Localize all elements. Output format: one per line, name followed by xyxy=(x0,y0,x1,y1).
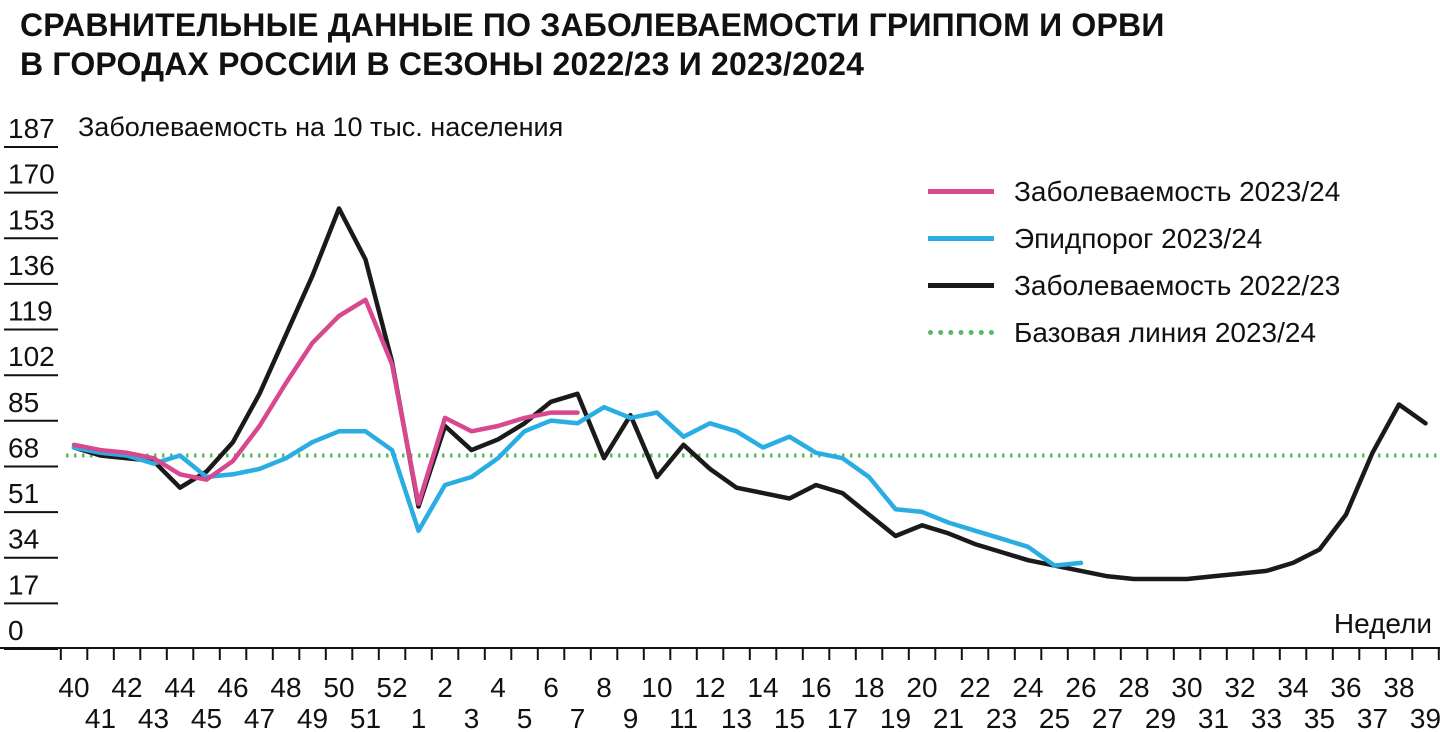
y-tick-label: 0 xyxy=(8,615,24,646)
x-week-label: 5 xyxy=(517,703,533,732)
y-tick-label: 153 xyxy=(8,204,55,235)
x-week-label: 17 xyxy=(827,703,858,732)
y-tick-label: 102 xyxy=(8,341,55,372)
x-week-label: 20 xyxy=(906,672,937,703)
legend-item-epidemic-threshold: Эпидпорог 2023/24 xyxy=(928,215,1340,262)
y-tick-label: 119 xyxy=(8,296,53,327)
x-week-label: 38 xyxy=(1383,672,1414,703)
x-week-label: 12 xyxy=(694,672,725,703)
y-tick-label: 187 xyxy=(8,113,55,144)
page-title: СРАВНИТЕЛЬНЫЕ ДАННЫЕ ПО ЗАБОЛЕВАЕМОСТИ Г… xyxy=(20,6,1165,84)
legend-item-incidence-2022-23: Заболеваемость 2022/23 xyxy=(928,262,1340,309)
y-tick-label: 170 xyxy=(8,159,55,190)
x-week-label: 29 xyxy=(1145,703,1176,732)
chart-legend: Заболеваемость 2023/24 Эпидпорог 2023/24… xyxy=(928,168,1340,356)
x-week-label: 51 xyxy=(350,703,381,732)
x-week-label: 50 xyxy=(323,672,354,703)
x-week-label: 22 xyxy=(959,672,990,703)
legend-swatch-black-line xyxy=(928,283,994,288)
x-week-label: 36 xyxy=(1330,672,1361,703)
x-week-label: 27 xyxy=(1092,703,1123,732)
legend-label: Эпидпорог 2023/24 xyxy=(1014,222,1263,254)
legend-label: Заболеваемость 2022/23 xyxy=(1014,269,1341,301)
x-week-label: 3 xyxy=(464,703,480,732)
legend-label: Базовая линия 2023/24 xyxy=(1014,316,1317,348)
series-line-1 xyxy=(71,297,580,507)
x-week-label: 34 xyxy=(1277,672,1308,703)
legend-label: Заболеваемость 2023/24 xyxy=(1014,175,1341,207)
x-week-label: 41 xyxy=(85,703,116,732)
x-week-label: 30 xyxy=(1171,672,1202,703)
x-week-label: 14 xyxy=(747,672,778,703)
x-week-label: 37 xyxy=(1357,703,1388,732)
series-line-2 xyxy=(71,404,1084,568)
y-tick-label: 68 xyxy=(8,433,39,464)
x-week-label: 16 xyxy=(800,672,831,703)
x-week-label: 26 xyxy=(1065,672,1096,703)
x-week-label: 7 xyxy=(570,703,586,732)
x-week-label: 46 xyxy=(217,672,248,703)
x-week-label: 28 xyxy=(1118,672,1149,703)
x-week-label: 1 xyxy=(411,703,427,732)
page-title-line1: СРАВНИТЕЛЬНЫЕ ДАННЫЕ ПО ЗАБОЛЕВАЕМОСТИ Г… xyxy=(20,7,1165,43)
legend-item-incidence-2023-24: Заболеваемость 2023/24 xyxy=(928,168,1340,215)
x-week-label: 8 xyxy=(596,672,612,703)
x-week-label: 42 xyxy=(111,672,142,703)
x-week-label: 2 xyxy=(437,672,453,703)
x-week-label: 45 xyxy=(191,703,222,732)
legend-swatch-cyan-line xyxy=(928,236,994,241)
x-week-label: 49 xyxy=(297,703,328,732)
x-week-label: 48 xyxy=(270,672,301,703)
series-line-3 xyxy=(71,206,1428,582)
y-tick-label: 136 xyxy=(8,250,55,281)
y-axis-title: Заболеваемость на 10 тыс. населения xyxy=(78,112,564,142)
page-title-line2: В ГОРОДАХ РОССИИ В СЕЗОНЫ 2022/23 И 2023… xyxy=(20,46,865,82)
x-week-label: 33 xyxy=(1251,703,1282,732)
x-week-label: 52 xyxy=(376,672,407,703)
x-week-label: 43 xyxy=(138,703,169,732)
y-tick-label: 17 xyxy=(8,569,39,600)
x-axis-title: Недели xyxy=(1333,608,1432,639)
x-week-label: 19 xyxy=(880,703,911,732)
x-week-label: 47 xyxy=(244,703,275,732)
x-week-label: 13 xyxy=(721,703,752,732)
x-week-label: 24 xyxy=(1012,672,1043,703)
y-tick-label: 34 xyxy=(8,524,39,555)
legend-swatch-pink-line xyxy=(928,189,994,194)
x-week-label: 15 xyxy=(774,703,805,732)
x-week-label: 9 xyxy=(623,703,639,732)
legend-item-baseline: Базовая линия 2023/24 xyxy=(928,309,1340,356)
x-week-label: 39 xyxy=(1410,703,1440,732)
legend-swatch-green-dotted-line xyxy=(928,330,994,335)
x-week-label: 21 xyxy=(933,703,964,732)
x-week-label: 31 xyxy=(1198,703,1229,732)
x-week-label: 4 xyxy=(490,672,506,703)
x-week-label: 25 xyxy=(1039,703,1070,732)
x-week-label: 11 xyxy=(669,703,698,732)
x-week-label: 35 xyxy=(1304,703,1335,732)
x-week-label: 6 xyxy=(543,672,559,703)
y-tick-label: 51 xyxy=(8,478,39,509)
x-week-label: 44 xyxy=(164,672,195,703)
x-week-label: 40 xyxy=(58,672,89,703)
x-week-label: 10 xyxy=(641,672,672,703)
x-week-label: 32 xyxy=(1224,672,1255,703)
y-tick-label: 85 xyxy=(8,387,39,418)
x-week-label: 23 xyxy=(986,703,1017,732)
x-week-label: 18 xyxy=(853,672,884,703)
